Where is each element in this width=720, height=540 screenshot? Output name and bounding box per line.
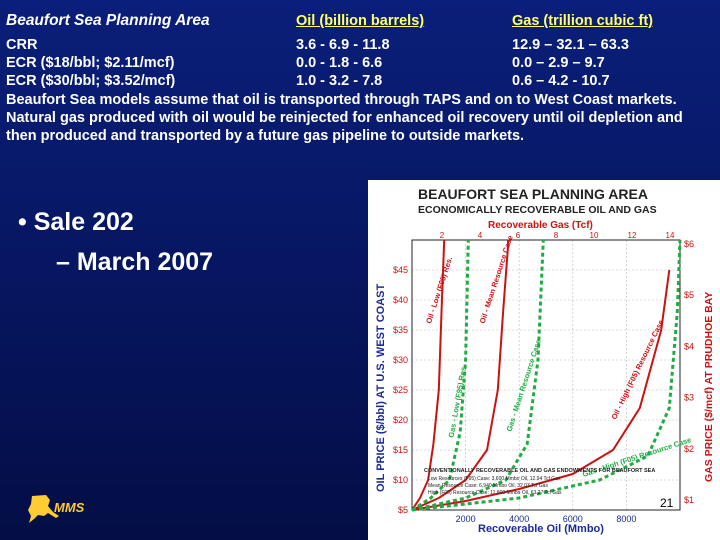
y-tick-label: $40 bbox=[393, 295, 408, 305]
top-tick-label: 6 bbox=[516, 231, 521, 240]
y-tick-label: $20 bbox=[393, 415, 408, 425]
row-gas: 0.0 – 2.9 – 9.7 bbox=[512, 55, 605, 71]
right-axis-label: GAS PRICE ($/mcf) AT PRUDHOE BAY bbox=[703, 292, 715, 482]
top-tick-label: 8 bbox=[554, 231, 559, 240]
y-tick-label: $10 bbox=[393, 475, 408, 485]
x-tick-label: 4000 bbox=[509, 514, 529, 524]
top-tick-label: 4 bbox=[478, 231, 483, 240]
bullet-date: – March 2007 bbox=[56, 248, 214, 276]
right-tick-label: $3 bbox=[684, 393, 694, 403]
row-label: ECR ($30/bbl; $3.52/mcf) bbox=[6, 73, 176, 89]
row-label: CRR bbox=[6, 37, 38, 53]
y-tick-label: $25 bbox=[393, 385, 408, 395]
gas-column-header: Gas (trillion cubic ft) bbox=[512, 13, 653, 29]
row-label: ECR ($18/bbl; $2.11/mcf) bbox=[6, 55, 175, 71]
endowment-line: Low Resources (F95) Case: 3,600 Mmbo Oil… bbox=[428, 476, 561, 482]
endowment-title: CONVENTIONALLY RECOVERABLE OIL AND GAS E… bbox=[424, 468, 655, 474]
endowment-line: Mean Resource Case: 6,940 Mmbo Oil, 32.0… bbox=[428, 483, 548, 489]
row-gas: 12.9 – 32.1 – 63.3 bbox=[512, 37, 629, 53]
right-tick-label: $6 bbox=[684, 239, 694, 249]
series-line bbox=[411, 239, 470, 512]
bullet-sale-text: Sale 202 bbox=[33, 208, 134, 236]
series-line bbox=[411, 239, 446, 511]
top-tick-label: 2 bbox=[440, 231, 445, 240]
right-tick-label: $1 bbox=[684, 495, 694, 505]
series-line bbox=[411, 239, 682, 512]
resource-chart: BEAUFORT SEA PLANNING AREA ECONOMICALLY … bbox=[368, 180, 720, 540]
series-line bbox=[411, 269, 671, 511]
alaska-map-icon bbox=[28, 495, 59, 523]
right-tick-label: $4 bbox=[684, 341, 694, 351]
y-tick-label: $30 bbox=[393, 355, 408, 365]
right-tick-label: $2 bbox=[684, 444, 694, 454]
chart-title: BEAUFORT SEA PLANNING AREA bbox=[418, 186, 648, 202]
model-assumptions-text: Beaufort Sea models assume that oil is t… bbox=[6, 92, 683, 144]
x-tick-label: 6000 bbox=[563, 514, 583, 524]
chart-svg: BEAUFORT SEA PLANNING AREA ECONOMICALLY … bbox=[368, 180, 720, 540]
bullet-date-text: March 2007 bbox=[76, 248, 214, 276]
y-axis-label: OIL PRICE ($/bbl) AT U.S. WEST COAST bbox=[375, 284, 387, 492]
row-oil: 0.0 - 1.8 - 6.6 bbox=[296, 55, 383, 71]
y-tick-label: $45 bbox=[393, 265, 408, 275]
series-line bbox=[411, 239, 510, 511]
y-tick-label: $5 bbox=[398, 505, 408, 515]
series-line bbox=[411, 239, 545, 512]
row-gas: 0.6 – 4.2 - 10.7 bbox=[512, 73, 610, 89]
x-tick-label: 8000 bbox=[616, 514, 636, 524]
x-tick-label: 2000 bbox=[456, 514, 476, 524]
y-tick-label: $15 bbox=[393, 445, 408, 455]
top-tick-label: 10 bbox=[590, 231, 599, 240]
area-title: Beaufort Sea Planning Area bbox=[6, 12, 210, 29]
right-tick-label: $5 bbox=[684, 290, 694, 300]
row-oil: 3.6 - 6.9 - 11.8 bbox=[296, 37, 390, 53]
plot-frame bbox=[411, 239, 681, 511]
mms-logo-text: MMS bbox=[54, 500, 85, 515]
y-tick-label: $35 bbox=[393, 325, 408, 335]
x-axis-label: Recoverable Oil (Mmbo) bbox=[478, 523, 604, 535]
page-number: 21 bbox=[660, 496, 674, 510]
bullet-sale: • Sale 202 bbox=[18, 208, 134, 236]
row-oil: 1.0 - 3.2 - 7.8 bbox=[296, 73, 383, 89]
top-axis-label: Recoverable Gas (Tcf) bbox=[488, 220, 593, 231]
top-tick-label: 12 bbox=[628, 231, 637, 240]
top-tick-label: 14 bbox=[666, 231, 675, 240]
oil-column-header: Oil (billion barrels) bbox=[296, 13, 425, 29]
chart-subtitle: ECONOMICALLY RECOVERABLE OIL AND GAS bbox=[418, 204, 657, 216]
endowment-line: High (F05) Resource Case: 11,800 Mmbo Oi… bbox=[428, 490, 562, 496]
